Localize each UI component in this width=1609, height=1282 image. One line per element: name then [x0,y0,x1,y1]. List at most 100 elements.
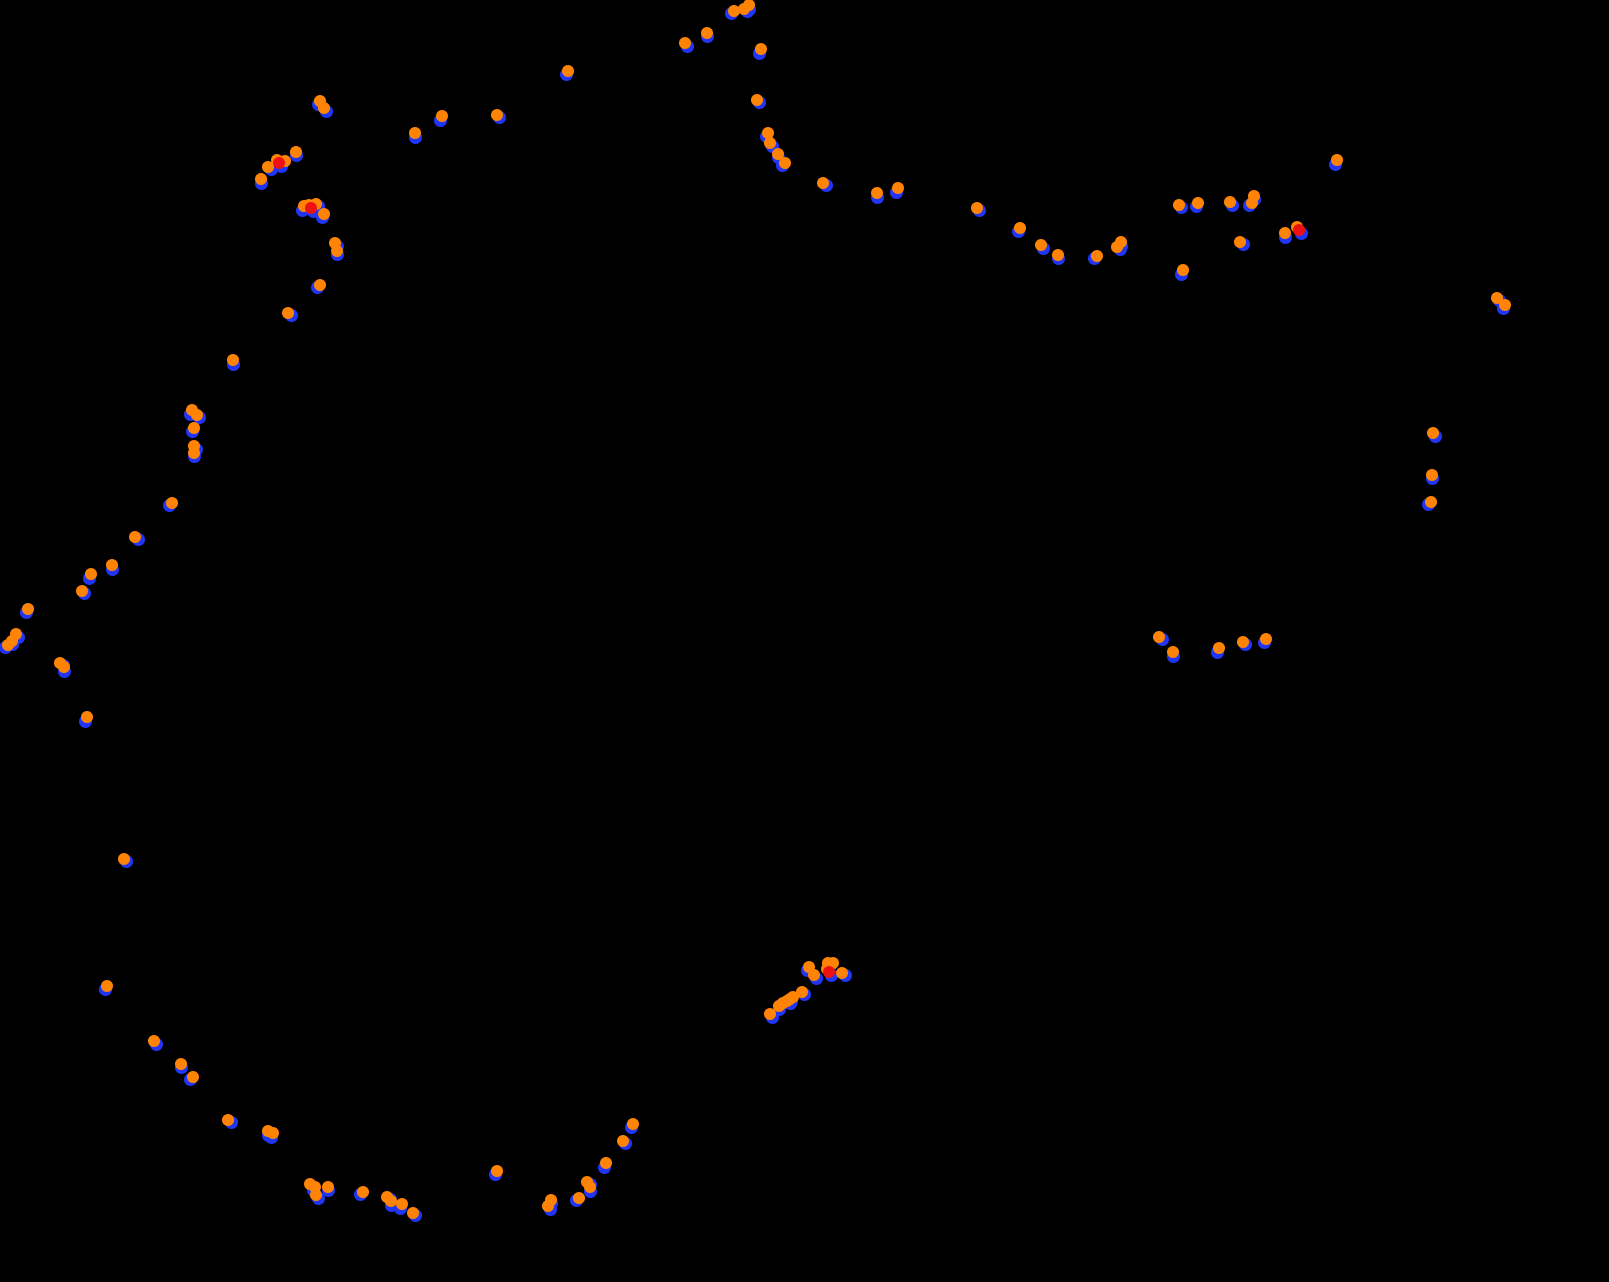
marker-underlay-blue [295,203,309,217]
data-point-orange [1234,236,1246,248]
marker-underlay-blue [119,854,133,868]
marker-underlay-blue [192,410,206,424]
marker-underlay-blue [618,1136,632,1150]
data-point-orange [409,127,421,139]
data-point-orange [822,957,834,969]
data-point-orange [1427,427,1439,439]
data-point-orange [314,95,326,107]
data-point-orange [738,3,750,15]
data-point-orange [491,1165,503,1177]
data-point-orange [1291,221,1303,233]
marker-underlay-blue [821,959,835,973]
data-point-orange [148,1035,160,1047]
marker-underlay-blue [488,1167,502,1181]
data-point-orange [803,961,815,973]
marker-underlay-blue [819,178,833,192]
data-point-orange [777,997,789,1009]
marker-underlay-blue [384,1198,398,1212]
marker-underlay-blue [583,1177,597,1191]
data-point-orange [271,154,283,166]
marker-underlay-blue [1238,637,1252,651]
data-point-orange [1014,222,1026,234]
marker-underlay-blue [185,424,199,438]
data-point-orange [617,1135,629,1147]
data-point-orange [81,711,93,723]
marker-underlay-blue [162,498,176,512]
marker-underlay-blue [77,586,91,600]
data-point-orange [787,991,799,1003]
marker-underlay-blue [752,95,766,109]
data-point-orange [1499,299,1511,311]
marker-underlay-blue [775,158,789,172]
data-point-orange [755,43,767,55]
marker-underlay-blue [433,113,447,127]
marker-underlay-blue [783,996,797,1010]
data-point-orange [227,354,239,366]
data-point-orange [773,1000,785,1012]
marker-underlay-blue [759,129,773,143]
data-point-orange [262,161,274,173]
data-point-orange [491,109,503,121]
data-point-orange [600,1157,612,1169]
data-point-orange [396,1198,408,1210]
marker-underlay-blue [1166,649,1180,663]
marker-underlay-blue [149,1037,163,1051]
data-point-orange [627,1118,639,1130]
data-point-orange [827,957,839,969]
marker-underlay-blue [1011,224,1025,238]
data-point-orange [581,1176,593,1188]
marker-underlay-blue [740,4,754,18]
marker-underlay-blue [264,162,278,176]
marker-underlay-blue [1242,198,1256,212]
data-point-orange [186,404,198,416]
marker-underlay-blue [1087,251,1101,265]
marker-underlay-blue [597,1160,611,1174]
marker-underlay-blue [174,1060,188,1074]
data-point-orange [262,1125,274,1137]
data-point-orange [836,967,848,979]
marker-underlay-blue [773,998,787,1012]
marker-underlay-blue [784,994,798,1008]
data-point-orange [772,148,784,160]
marker-underlay-blue [1155,632,1169,646]
marker-underlay-blue [823,958,837,972]
data-point-orange [701,27,713,39]
marker-underlay-blue [583,1184,597,1198]
data-point-orange [1224,196,1236,208]
data-point-orange [892,182,904,194]
marker-underlay-blue [330,247,344,261]
data-point-orange [282,307,294,319]
data-point-orange [821,963,833,975]
data-point-orange [329,237,341,249]
data-point-red [823,966,835,978]
data-point-orange [584,1181,596,1193]
data-point-orange [1213,642,1225,654]
marker-underlay-blue [1257,635,1271,649]
data-point-orange [573,1192,585,1204]
data-point-orange [1192,197,1204,209]
marker-underlay-blue [797,987,811,1001]
data-point-orange [222,1114,234,1126]
data-point-orange [762,127,774,139]
marker-underlay-blue [224,1115,238,1129]
marker-underlay-blue [724,6,738,20]
marker-underlay-blue [1278,230,1292,244]
marker-underlay-blue [1225,198,1239,212]
marker-underlay-blue [1174,267,1188,281]
data-point-orange [1091,250,1103,262]
data-point-orange [1248,190,1260,202]
marker-underlay-blue [19,605,33,619]
data-point-orange [303,199,315,211]
marker-underlay-blue [544,1196,558,1210]
data-point-orange [166,497,178,509]
data-point-orange [1173,199,1185,211]
data-point-orange [562,65,574,77]
data-point-orange [279,155,291,167]
marker-underlay-blue [187,449,201,463]
marker-underlay-blue [838,968,852,982]
data-point-orange [808,969,820,981]
marker-underlay-blue [1328,157,1342,171]
marker-underlay-blue [1428,429,1442,443]
marker-underlay-blue [1051,251,1065,265]
marker-underlay-blue [226,357,240,371]
